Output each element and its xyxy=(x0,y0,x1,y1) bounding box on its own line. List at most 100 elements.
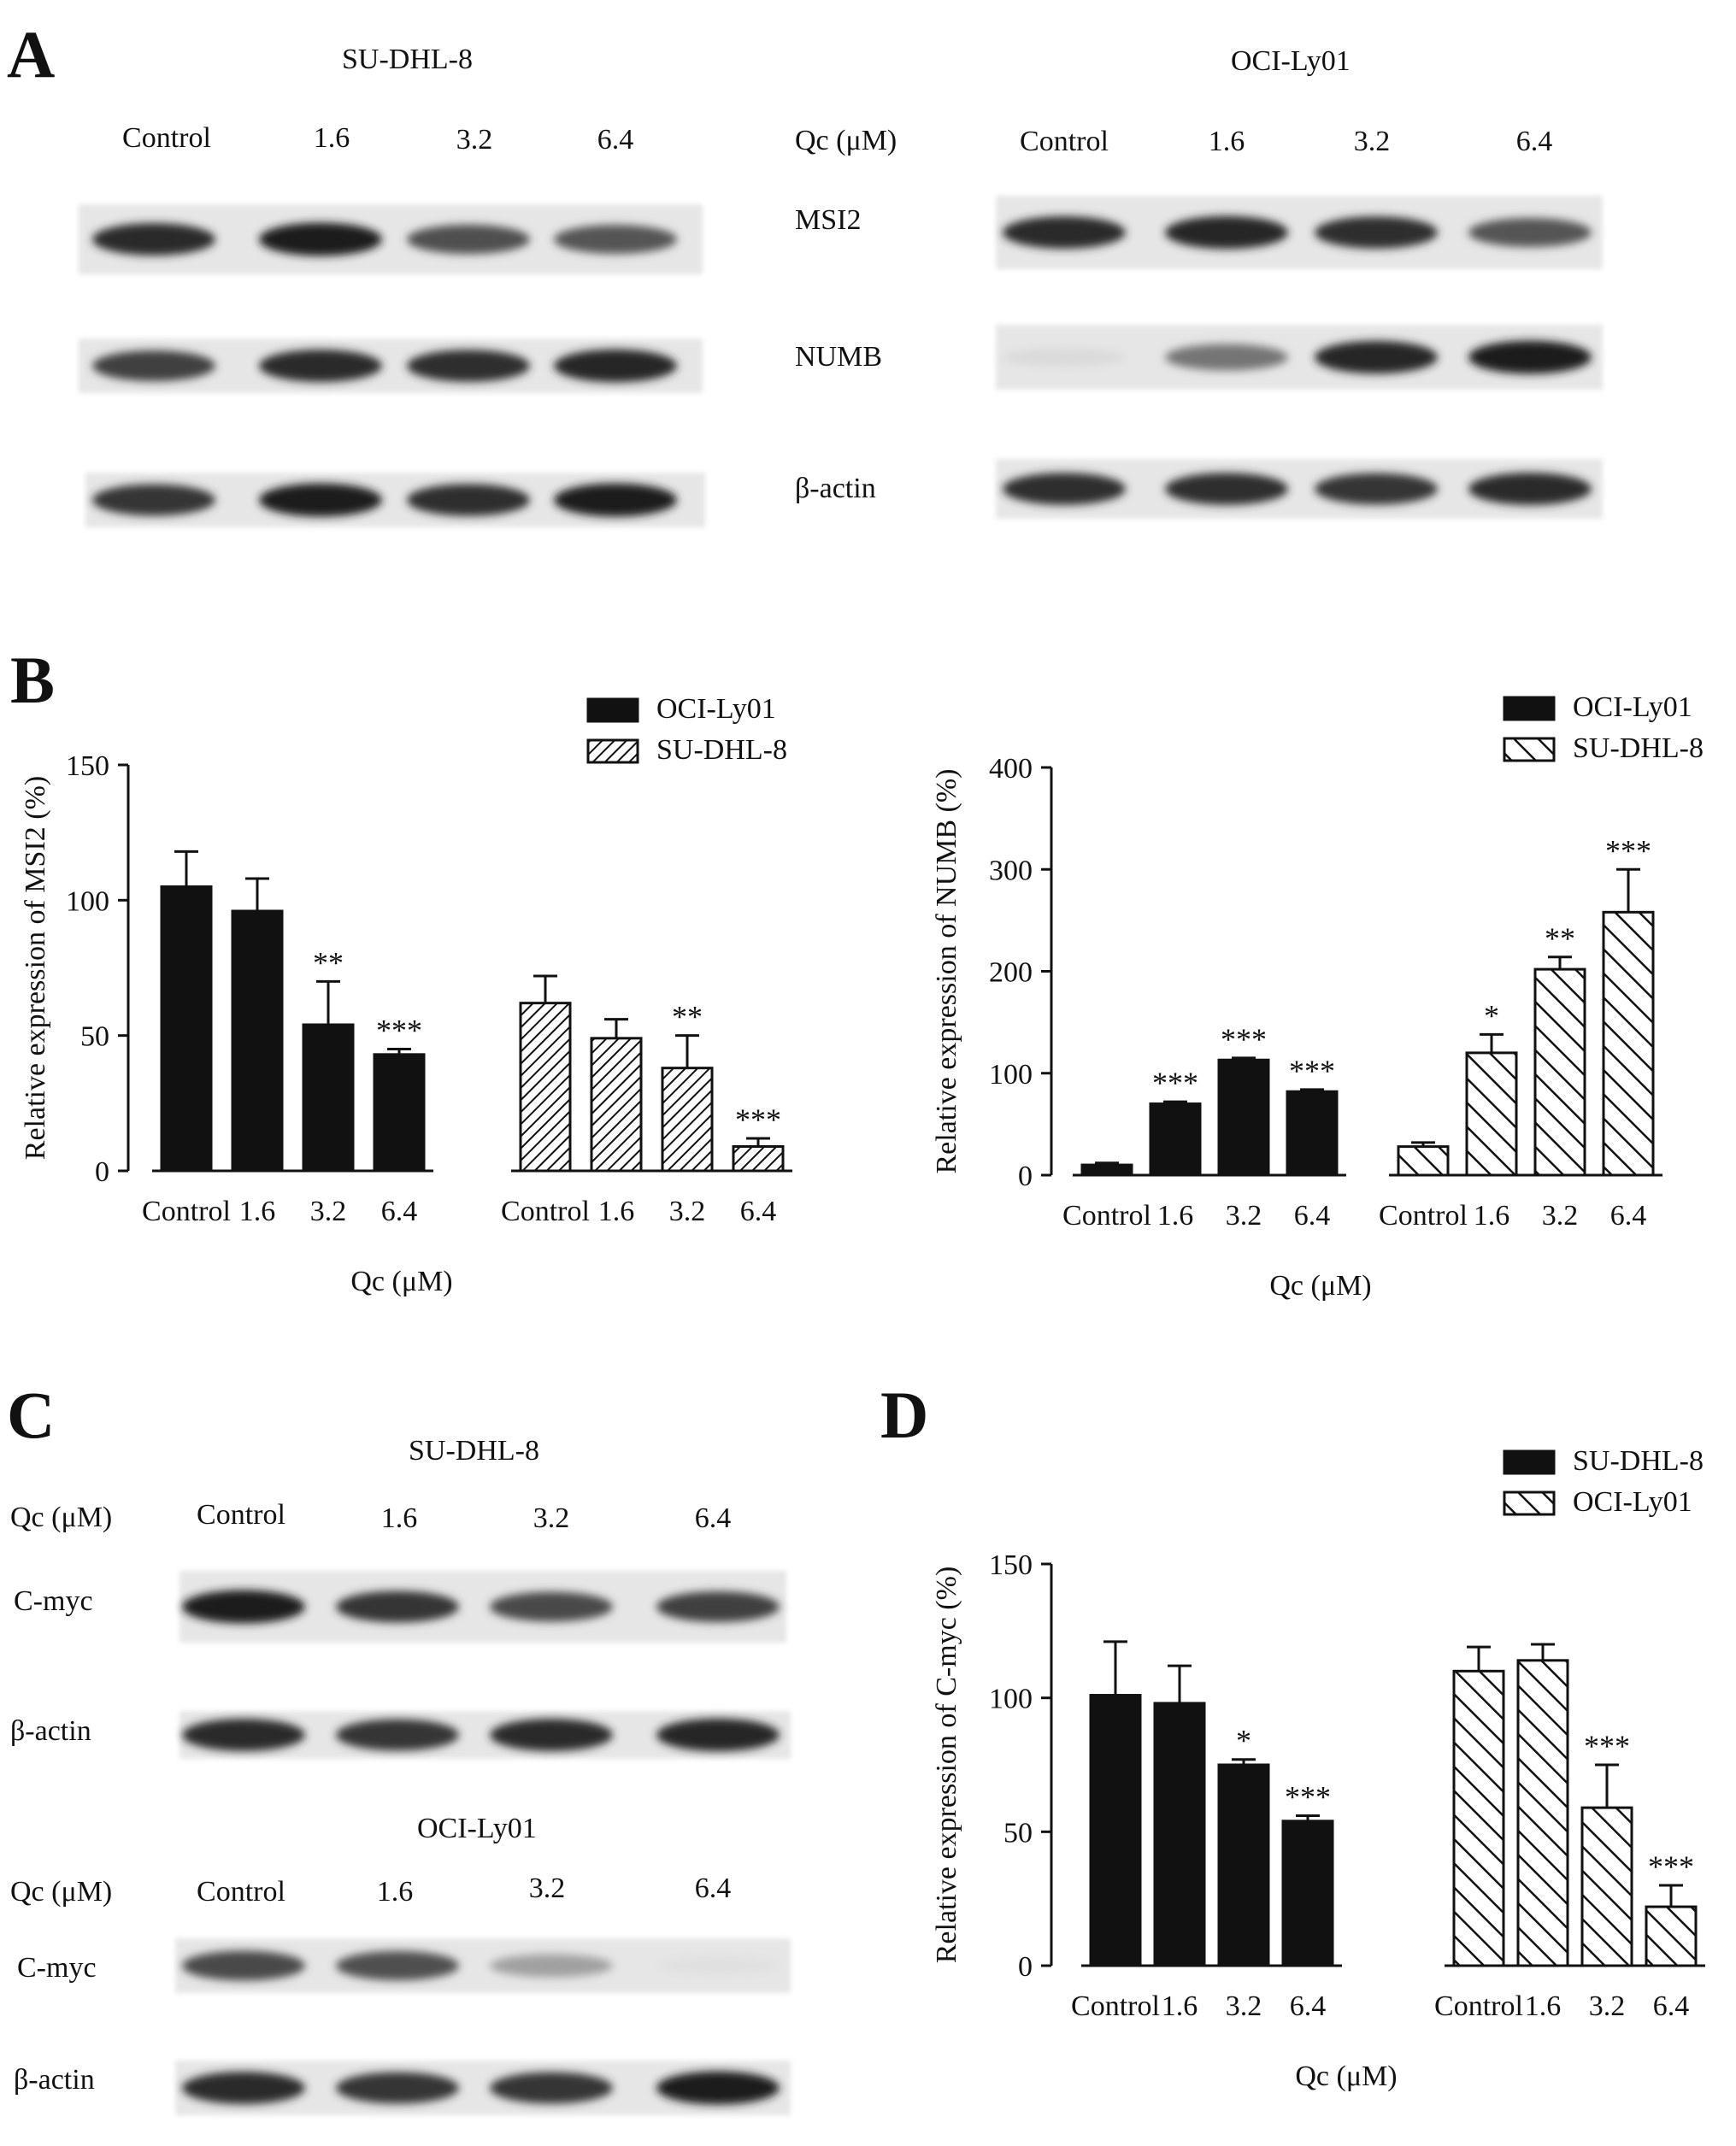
blot-actin-left xyxy=(85,473,705,527)
bar xyxy=(373,1053,426,1173)
x-tick-label: 6.4 xyxy=(1294,1200,1331,1232)
western-blots-a xyxy=(79,196,1603,527)
y-tick-label: 0 xyxy=(1018,1951,1033,1983)
panel-letter-b: B xyxy=(10,643,55,717)
legend-label: OCI-Ly01 xyxy=(1573,1486,1692,1518)
x-tick-label: 1.6 xyxy=(598,1196,635,1227)
dose-label-c-bottom: Qc (μM) xyxy=(10,1876,112,1908)
y-axis-label: Relative expression of NUMB (%) xyxy=(931,768,962,1173)
blot-numb-right xyxy=(996,325,1603,390)
blot-band xyxy=(656,2071,780,2105)
blot-band xyxy=(1315,473,1438,505)
blot-numb-left xyxy=(79,338,703,393)
lane-label: 1.6 xyxy=(381,1502,418,1534)
x-tick-label: 3.2 xyxy=(669,1196,706,1227)
cell-line-label-c-top: SU-DHL-8 xyxy=(409,1435,539,1467)
y-tick-label: 100 xyxy=(989,1684,1033,1715)
protein-label-cmyc-top: C-myc xyxy=(14,1585,93,1617)
significance-label: *** xyxy=(1289,1054,1335,1088)
protein-label-actin-c-bottom: β-actin xyxy=(14,2064,95,2096)
blot-band xyxy=(336,1719,459,1751)
lane-label: 1.6 xyxy=(377,1876,414,1908)
blot-band xyxy=(1315,216,1438,249)
x-tick-label: Control xyxy=(1434,1990,1523,2022)
blot-band xyxy=(259,350,382,382)
blot-cmyc-bottom xyxy=(175,1938,791,1993)
protein-label-beta-actin-a: β-actin xyxy=(795,473,876,504)
bar xyxy=(1533,967,1586,1177)
cell-line-label-c-bottom: OCI-Ly01 xyxy=(417,1813,537,1844)
blot-band xyxy=(259,222,382,256)
bar xyxy=(1089,1694,1142,1967)
y-tick-label: 100 xyxy=(66,885,109,917)
blot-band xyxy=(182,1950,305,1981)
blot-band xyxy=(182,1719,305,1751)
bar xyxy=(1465,1051,1518,1177)
y-tick-label: 150 xyxy=(66,750,109,782)
y-tick-label: 200 xyxy=(989,957,1033,989)
lane-labels-a-right: Control 1.6 3.2 6.4 xyxy=(1020,126,1552,157)
significance-label: ** xyxy=(672,1000,703,1034)
lane-label: 3.2 xyxy=(533,1502,570,1534)
blot-band xyxy=(1003,216,1126,249)
significance-label: *** xyxy=(1285,1780,1331,1814)
blot-band xyxy=(92,350,215,381)
x-tick-label: 6.4 xyxy=(381,1196,418,1227)
bar xyxy=(1080,1163,1133,1177)
bar xyxy=(1452,1669,1505,1967)
panel-letter-d: D xyxy=(880,1378,928,1452)
lane-label: Control xyxy=(197,1876,285,1908)
bar xyxy=(1153,1702,1206,1967)
panel-letter-c: C xyxy=(7,1378,55,1452)
significance-label: * xyxy=(1484,998,1499,1032)
lane-label: 6.4 xyxy=(695,1873,732,1904)
significance-label: *** xyxy=(1648,1849,1694,1884)
x-tick-label: 6.4 xyxy=(740,1196,777,1227)
panel-d: D 0 50 100 150 Relative expression of C-myc … xyxy=(880,1378,1705,2092)
x-tick-label: 1.6 xyxy=(1157,1200,1194,1232)
lane-label: 1.6 xyxy=(1209,126,1245,157)
panel-b: B 0 50 100 150 Relative expression of MSI2 (… xyxy=(10,643,1704,1302)
blot-band xyxy=(1003,348,1126,367)
legend-swatch xyxy=(1503,1490,1556,1516)
x-tick-label: 1.6 xyxy=(1474,1200,1510,1232)
legend-swatch xyxy=(1503,696,1556,721)
y-tick-label: 0 xyxy=(95,1156,109,1188)
blot-band xyxy=(182,1590,305,1624)
legend-label: OCI-Ly01 xyxy=(656,693,776,725)
lane-label: 1.6 xyxy=(314,122,350,154)
blot-band xyxy=(656,1591,780,1622)
lane-labels-c-bottom: Control 1.6 3.2 6.4 xyxy=(197,1873,731,1908)
y-tick-label: 50 xyxy=(1003,1817,1033,1849)
bar xyxy=(519,1002,572,1173)
bar xyxy=(1149,1102,1202,1177)
legend-swatch xyxy=(1503,737,1556,762)
blot-actin-c-bottom xyxy=(175,2061,791,2115)
bar xyxy=(302,1023,355,1173)
lane-label: 6.4 xyxy=(695,1502,732,1534)
x-axis-label: Qc (μM) xyxy=(350,1266,452,1297)
legend-label: OCI-Ly01 xyxy=(1573,691,1692,723)
dose-label-a: Qc (μM) xyxy=(795,125,897,156)
x-tick-label: 6.4 xyxy=(1610,1200,1647,1232)
protein-label-actin-c-top: β-actin xyxy=(10,1715,91,1747)
x-tick-label: 6.4 xyxy=(1653,1990,1690,2022)
bar xyxy=(590,1037,643,1173)
legend-label: SU-DHL-8 xyxy=(1573,1445,1704,1477)
bar xyxy=(661,1067,714,1173)
panel-a: A SU-DHL-8 OCI-Ly01 Qc (μM) Control 1.6 … xyxy=(7,17,1603,527)
significance-label: *** xyxy=(1221,1022,1267,1056)
blot-band xyxy=(407,350,530,382)
x-tick-label: 3.2 xyxy=(1226,1200,1262,1232)
bar xyxy=(1217,1058,1270,1177)
bar xyxy=(732,1145,785,1173)
lane-label: 3.2 xyxy=(1354,126,1391,157)
bar xyxy=(1217,1763,1270,1967)
lane-label: 6.4 xyxy=(1516,126,1553,157)
blot-band xyxy=(490,1954,613,1978)
lane-label: 3.2 xyxy=(529,1873,566,1904)
significance-label: ** xyxy=(1545,921,1575,955)
blot-band xyxy=(656,1956,780,1975)
legend-swatch xyxy=(1503,1449,1556,1475)
bar xyxy=(1602,910,1655,1177)
